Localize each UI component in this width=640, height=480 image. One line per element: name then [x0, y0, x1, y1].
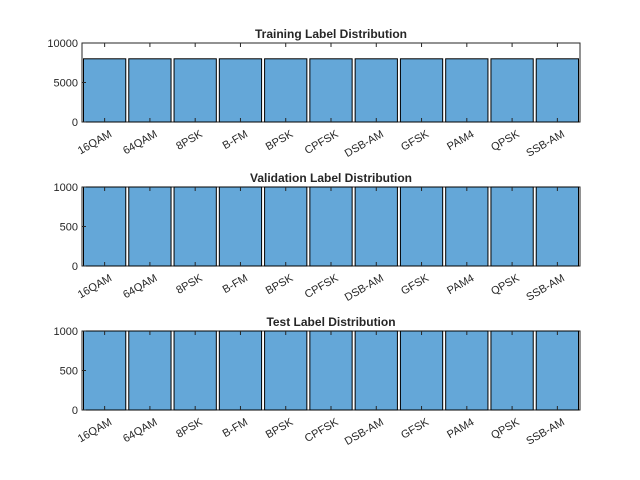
bar-SSB-AM [535, 330, 580, 411]
x-tick-label: QPSK [489, 272, 522, 298]
x-tick-label: DSB-AM [343, 272, 386, 304]
x-tick-label: BPSK [264, 272, 296, 297]
y-tick-label: 0 [72, 117, 78, 129]
y-tick-label: 0 [72, 261, 78, 273]
y-tick-label: 500 [60, 366, 78, 378]
bar-PAM4 [445, 58, 489, 123]
y-tick-label: 5000 [54, 78, 78, 90]
x-tick-label: CPFSK [303, 272, 341, 301]
x-tick-label: 16QAM [76, 272, 114, 301]
x-tick-label: 8PSK [174, 272, 205, 297]
x-tick-label: 16QAM [76, 128, 114, 157]
x-tick-label: 64QAM [121, 128, 159, 157]
bar-16QAM [83, 186, 127, 267]
bar-PAM4 [445, 186, 489, 267]
bar-16QAM [83, 330, 127, 411]
bar-B-FM [218, 330, 263, 411]
x-tick-label: B-FM [221, 416, 250, 440]
y-tick-label: 1000 [54, 182, 78, 194]
x-tick-label: BPSK [264, 128, 296, 153]
x-tick-label: 8PSK [174, 128, 205, 153]
x-tick-label: 64QAM [121, 272, 159, 301]
bar-CPFSK [309, 186, 353, 267]
x-tick-label: DSB-AM [343, 128, 386, 160]
x-tick-label: DSB-AM [343, 416, 386, 448]
bar-64QAM [128, 186, 172, 267]
bar-SSB-AM [535, 186, 580, 267]
bar-DSB-AM [354, 58, 398, 123]
x-tick-label: QPSK [489, 128, 522, 154]
bar-8PSK [173, 330, 217, 411]
x-tick-label: B-FM [221, 128, 250, 152]
x-tick-label: GFSK [399, 416, 432, 442]
y-tick-label: 1000 [54, 326, 78, 338]
bar-BPSK [264, 330, 308, 411]
chart-title: Test Label Distribution [266, 315, 395, 329]
x-tick-label: BPSK [264, 416, 296, 441]
x-tick-label: GFSK [399, 272, 432, 298]
subplot-0: Training Label Distribution 16QAM 64QAM 8PS… [47, 27, 581, 160]
bar-16QAM [83, 58, 127, 123]
subplot-2: Test Label Distribution 16QAM 64QAM 8PSK B-F… [54, 315, 581, 448]
bar-PAM4 [445, 330, 489, 411]
y-tick-label: 10000 [47, 38, 78, 50]
bar-BPSK [264, 186, 308, 267]
bar-SSB-AM [535, 58, 580, 123]
chart-title: Validation Label Distribution [250, 171, 412, 185]
y-tick-label: 500 [60, 222, 78, 234]
bar-DSB-AM [354, 186, 398, 267]
x-tick-label: 8PSK [174, 416, 205, 441]
x-tick-label: B-FM [221, 272, 250, 296]
bar-QPSK [490, 58, 534, 123]
x-tick-label: QPSK [489, 416, 522, 442]
x-tick-label: SSB-AM [524, 128, 567, 159]
x-tick-label: CPFSK [303, 416, 341, 445]
bar-B-FM [218, 58, 263, 123]
bar-DSB-AM [354, 330, 398, 411]
bar-B-FM [218, 186, 263, 267]
bar-8PSK [173, 58, 217, 123]
bar-BPSK [264, 58, 308, 123]
x-tick-label: SSB-AM [524, 272, 567, 303]
bar-CPFSK [309, 330, 353, 411]
bar-8PSK [173, 186, 217, 267]
x-tick-label: GFSK [399, 128, 432, 154]
x-tick-label: PAM4 [445, 128, 476, 153]
bar-GFSK [399, 58, 444, 123]
x-tick-label: PAM4 [445, 416, 476, 441]
subplot-1: Validation Label Distribution 16QAM 64QAM 8… [54, 171, 581, 304]
bar-GFSK [399, 186, 444, 267]
bar-64QAM [128, 58, 172, 123]
bar-QPSK [490, 186, 534, 267]
bar-CPFSK [309, 58, 353, 123]
x-tick-label: 16QAM [76, 416, 114, 445]
x-tick-label: SSB-AM [524, 416, 567, 447]
x-tick-label: 64QAM [121, 416, 159, 445]
bar-GFSK [399, 330, 444, 411]
bar-64QAM [128, 330, 172, 411]
x-tick-label: PAM4 [445, 272, 476, 297]
chart-title: Training Label Distribution [255, 27, 407, 41]
x-tick-label: CPFSK [303, 128, 341, 157]
bar-QPSK [490, 330, 534, 411]
y-tick-label: 0 [72, 405, 78, 417]
